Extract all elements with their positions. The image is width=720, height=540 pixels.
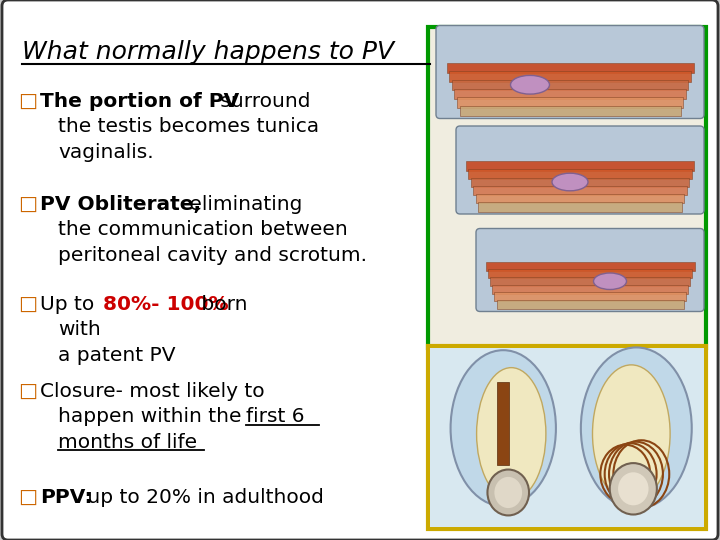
Text: first 6: first 6	[246, 407, 305, 427]
Bar	[451, 80, 688, 90]
Bar	[478, 202, 682, 212]
Ellipse shape	[618, 472, 649, 505]
Bar	[492, 285, 688, 294]
Text: □: □	[18, 488, 37, 507]
Bar	[473, 186, 687, 195]
Bar	[498, 382, 509, 465]
Text: □: □	[18, 195, 37, 214]
Text: Up to: Up to	[40, 295, 101, 314]
Text: □: □	[18, 295, 37, 314]
Text: the communication between: the communication between	[58, 220, 348, 239]
Text: PPV:: PPV:	[40, 488, 92, 507]
Bar	[454, 89, 685, 99]
Text: □: □	[18, 382, 37, 401]
Bar	[497, 300, 683, 309]
Bar	[459, 106, 680, 116]
Text: happen within the: happen within the	[58, 407, 248, 427]
Bar	[428, 346, 706, 529]
Bar	[457, 97, 683, 107]
Text: up to 20% in adulthood: up to 20% in adulthood	[81, 488, 324, 507]
Bar	[449, 71, 691, 82]
Text: 80%- 100%: 80%- 100%	[103, 295, 228, 314]
Ellipse shape	[487, 469, 529, 515]
Ellipse shape	[451, 350, 556, 507]
Text: vaginalis.: vaginalis.	[58, 143, 153, 162]
Ellipse shape	[552, 173, 588, 191]
Bar	[490, 277, 690, 286]
Text: PV Obliterate,: PV Obliterate,	[40, 195, 201, 214]
Text: a patent PV: a patent PV	[58, 346, 176, 365]
FancyBboxPatch shape	[476, 228, 704, 312]
Text: born: born	[194, 295, 247, 314]
Text: months of life: months of life	[58, 433, 197, 452]
Bar	[495, 292, 685, 301]
Text: with: with	[58, 320, 101, 339]
FancyBboxPatch shape	[456, 126, 704, 214]
Text: □: □	[18, 92, 37, 111]
Ellipse shape	[477, 368, 546, 500]
Ellipse shape	[581, 347, 692, 509]
Ellipse shape	[495, 477, 522, 508]
Bar	[428, 27, 706, 348]
Ellipse shape	[593, 365, 670, 503]
Text: What normally happens to PV: What normally happens to PV	[22, 40, 394, 64]
Bar	[431, 348, 703, 527]
Bar	[487, 269, 693, 279]
Bar	[446, 63, 693, 73]
Text: The portion of PV: The portion of PV	[40, 92, 239, 111]
Bar	[471, 178, 689, 187]
Text: surround: surround	[214, 92, 310, 111]
Bar	[485, 262, 695, 271]
Ellipse shape	[610, 463, 657, 515]
Ellipse shape	[510, 76, 549, 94]
Bar	[476, 194, 685, 204]
Text: eliminating: eliminating	[183, 195, 302, 214]
Ellipse shape	[593, 273, 626, 289]
Text: the testis becomes tunica: the testis becomes tunica	[58, 117, 319, 137]
Bar	[469, 170, 692, 179]
Bar	[466, 161, 694, 171]
Text: peritoneal cavity and scrotum.: peritoneal cavity and scrotum.	[58, 246, 367, 265]
FancyBboxPatch shape	[436, 25, 704, 118]
Text: Closure- most likely to: Closure- most likely to	[40, 382, 265, 401]
